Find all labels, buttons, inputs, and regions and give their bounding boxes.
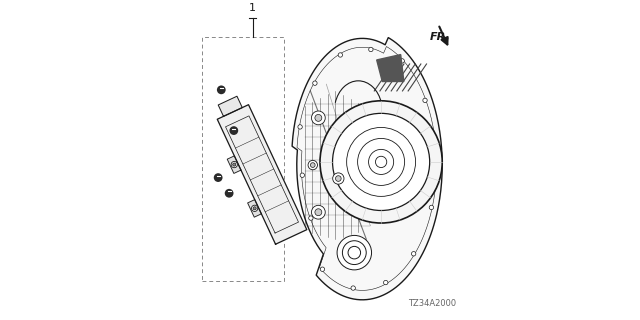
Polygon shape	[227, 156, 241, 173]
Circle shape	[376, 156, 387, 168]
Text: FR.: FR.	[429, 32, 451, 42]
Circle shape	[315, 115, 322, 121]
Circle shape	[412, 252, 416, 256]
Circle shape	[300, 173, 305, 177]
Circle shape	[308, 160, 317, 170]
Circle shape	[217, 85, 226, 94]
Circle shape	[225, 189, 234, 198]
Circle shape	[369, 47, 373, 52]
Circle shape	[231, 162, 237, 168]
Circle shape	[333, 113, 429, 211]
Circle shape	[333, 173, 344, 184]
Circle shape	[383, 280, 388, 285]
Circle shape	[429, 205, 433, 210]
Polygon shape	[248, 200, 261, 217]
Text: TZ34A2000: TZ34A2000	[408, 299, 456, 308]
Circle shape	[351, 286, 355, 290]
Polygon shape	[218, 96, 243, 116]
Circle shape	[400, 59, 404, 63]
Circle shape	[252, 205, 258, 212]
Circle shape	[315, 209, 322, 216]
Polygon shape	[377, 54, 404, 82]
Circle shape	[313, 81, 317, 85]
Circle shape	[337, 236, 372, 270]
Text: 1: 1	[249, 3, 256, 13]
Bar	[202, 36, 284, 281]
Circle shape	[214, 173, 223, 182]
Circle shape	[348, 246, 360, 259]
Circle shape	[312, 111, 325, 125]
Circle shape	[423, 98, 428, 103]
Circle shape	[347, 127, 415, 196]
Circle shape	[433, 150, 438, 155]
Circle shape	[312, 205, 325, 219]
Circle shape	[338, 53, 342, 57]
Circle shape	[308, 216, 313, 220]
Circle shape	[335, 176, 341, 181]
Circle shape	[233, 163, 236, 166]
Circle shape	[253, 207, 256, 210]
Polygon shape	[292, 38, 442, 300]
Circle shape	[342, 241, 366, 265]
Circle shape	[320, 101, 442, 223]
Circle shape	[320, 267, 324, 271]
Circle shape	[369, 149, 394, 174]
Circle shape	[298, 125, 302, 129]
Circle shape	[358, 139, 404, 185]
Circle shape	[310, 163, 315, 167]
Circle shape	[229, 126, 238, 135]
Polygon shape	[217, 105, 307, 244]
